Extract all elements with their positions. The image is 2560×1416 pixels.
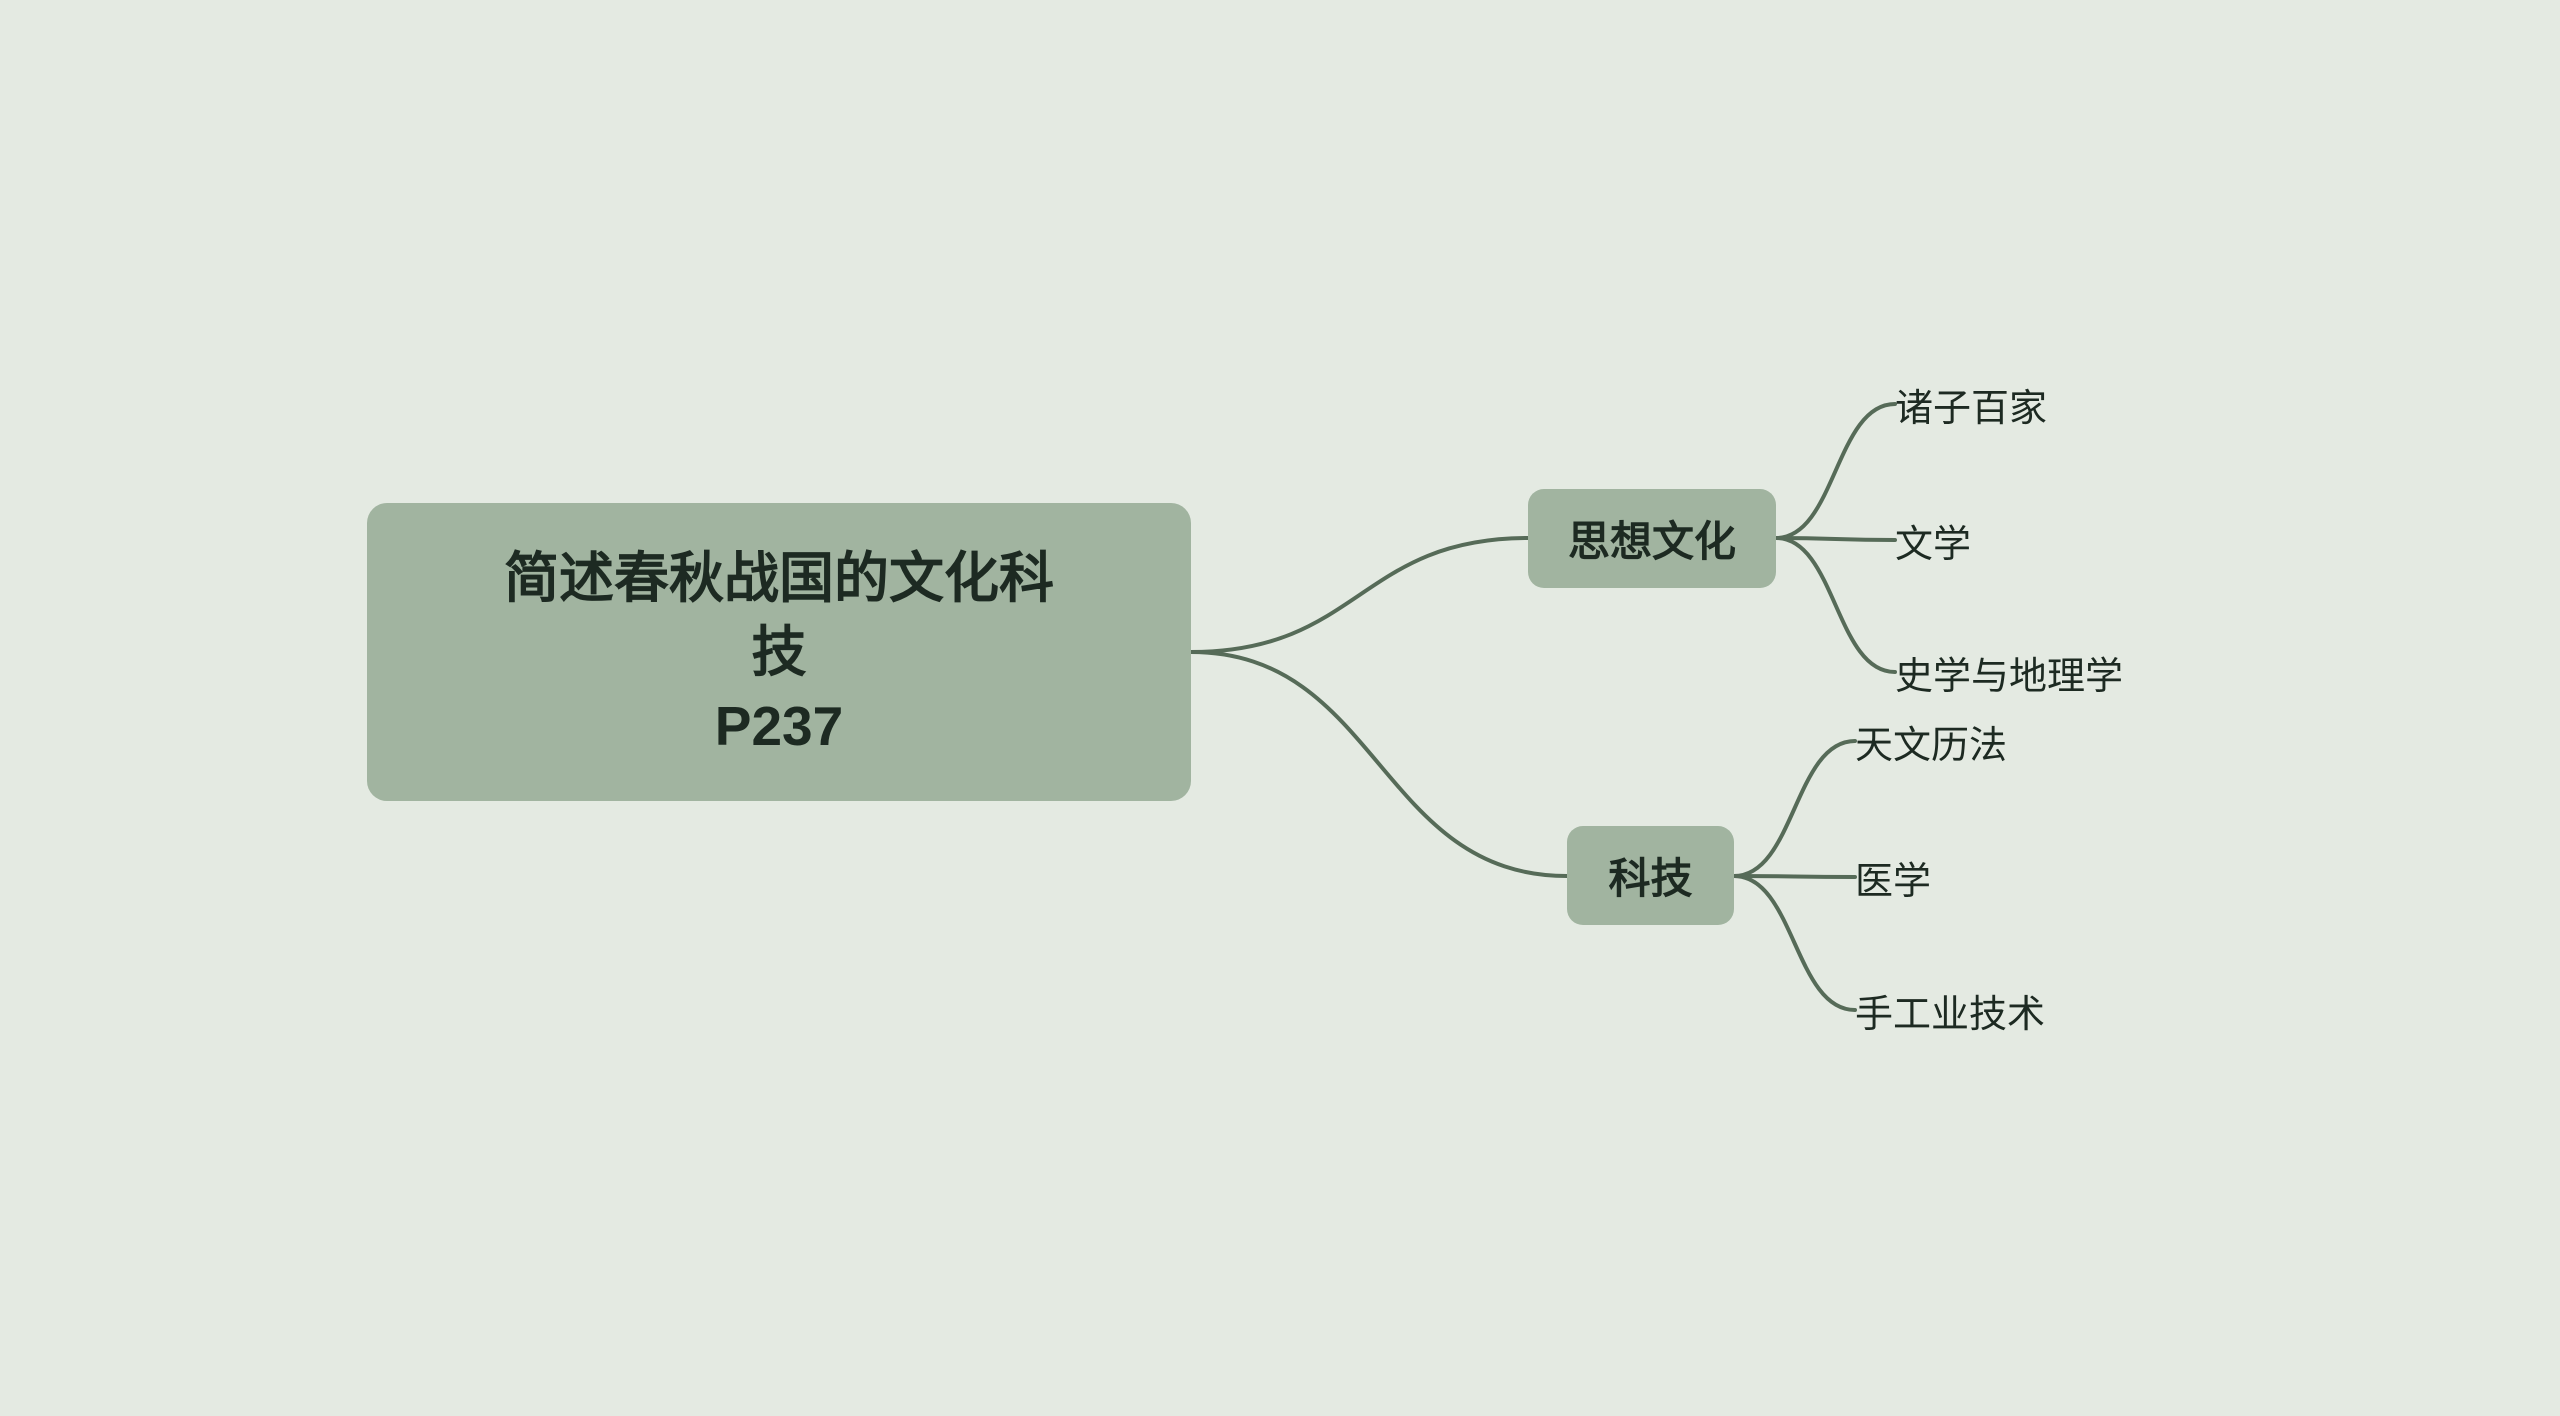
leaf-node[interactable]: 诸子百家 [1895, 374, 2195, 434]
root-line2: 技 [504, 615, 1054, 689]
root-line1: 简述春秋战国的文化科 [504, 541, 1054, 615]
leaf-node[interactable]: 文学 [1895, 510, 2195, 570]
leaf-label: 医学 [1855, 850, 1931, 905]
leaf-label: 文学 [1895, 513, 1971, 568]
leaf-label: 诸子百家 [1895, 377, 2047, 432]
mindmap-canvas: 简述春秋战国的文化科 技 P237 思想文化 科技 诸子百家 文学 史学与地理学… [0, 0, 2560, 1416]
leaf-node[interactable]: 医学 [1855, 847, 2155, 907]
root-line3: P237 [504, 689, 1054, 763]
leaf-label: 天文历法 [1855, 714, 2007, 769]
leaf-node[interactable]: 天文历法 [1855, 711, 2155, 771]
leaf-label: 手工业技术 [1855, 983, 2045, 1038]
leaf-node[interactable]: 手工业技术 [1855, 980, 2155, 1040]
leaf-node[interactable]: 史学与地理学 [1895, 642, 2195, 702]
root-node[interactable]: 简述春秋战国的文化科 技 P237 [367, 503, 1191, 801]
branch-label: 思想文化 [1568, 508, 1736, 569]
branch-label: 科技 [1608, 845, 1692, 906]
leaf-label: 史学与地理学 [1895, 645, 2123, 700]
branch-node-culture[interactable]: 思想文化 [1528, 489, 1776, 588]
branch-node-tech[interactable]: 科技 [1567, 826, 1734, 925]
